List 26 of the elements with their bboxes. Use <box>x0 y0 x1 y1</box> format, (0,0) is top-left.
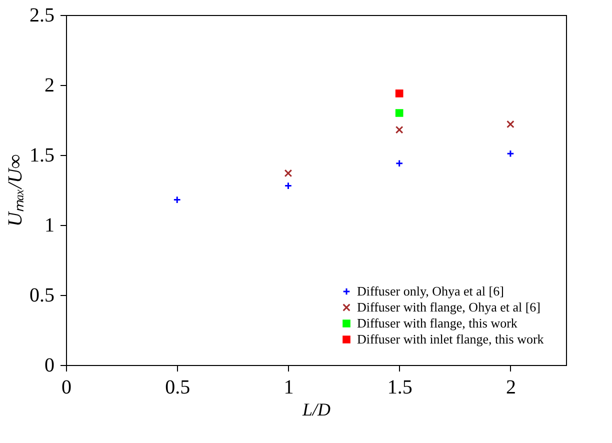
legend-label: Diffuser with flange, this work <box>357 316 518 330</box>
y-tick-label: 2 <box>44 74 54 96</box>
point <box>506 150 514 158</box>
point <box>395 89 404 98</box>
point <box>395 159 404 168</box>
x-tick-label: 1.5 <box>387 376 412 398</box>
y-tick-label: 0.5 <box>30 284 54 306</box>
point <box>173 196 182 204</box>
point <box>506 120 514 128</box>
y-tick-label: 2.5 <box>30 4 54 26</box>
y-tick-label: 0 <box>44 354 54 376</box>
point <box>284 182 292 190</box>
x-tick-label: 0 <box>62 376 72 398</box>
y-tick-label: 1 <box>44 214 54 236</box>
point <box>395 109 404 117</box>
y-axis-title: Uₘₐₓ/U∞ <box>4 154 26 227</box>
legend-label: Diffuser only, Ohya et al [6] <box>357 284 504 298</box>
point <box>284 169 292 178</box>
point <box>395 126 404 134</box>
legend-label: Diffuser with flange, Ohya et al [6] <box>357 300 541 314</box>
x-axis-title: L/D <box>301 400 331 420</box>
x-tick-label: 0.5 <box>165 376 190 398</box>
y-tick-label: 1.5 <box>30 144 54 166</box>
legend-label: Diffuser with inlet flange, this work <box>357 332 544 346</box>
x-tick-label: 2 <box>506 376 516 398</box>
x-tick-label: 1 <box>284 376 294 398</box>
